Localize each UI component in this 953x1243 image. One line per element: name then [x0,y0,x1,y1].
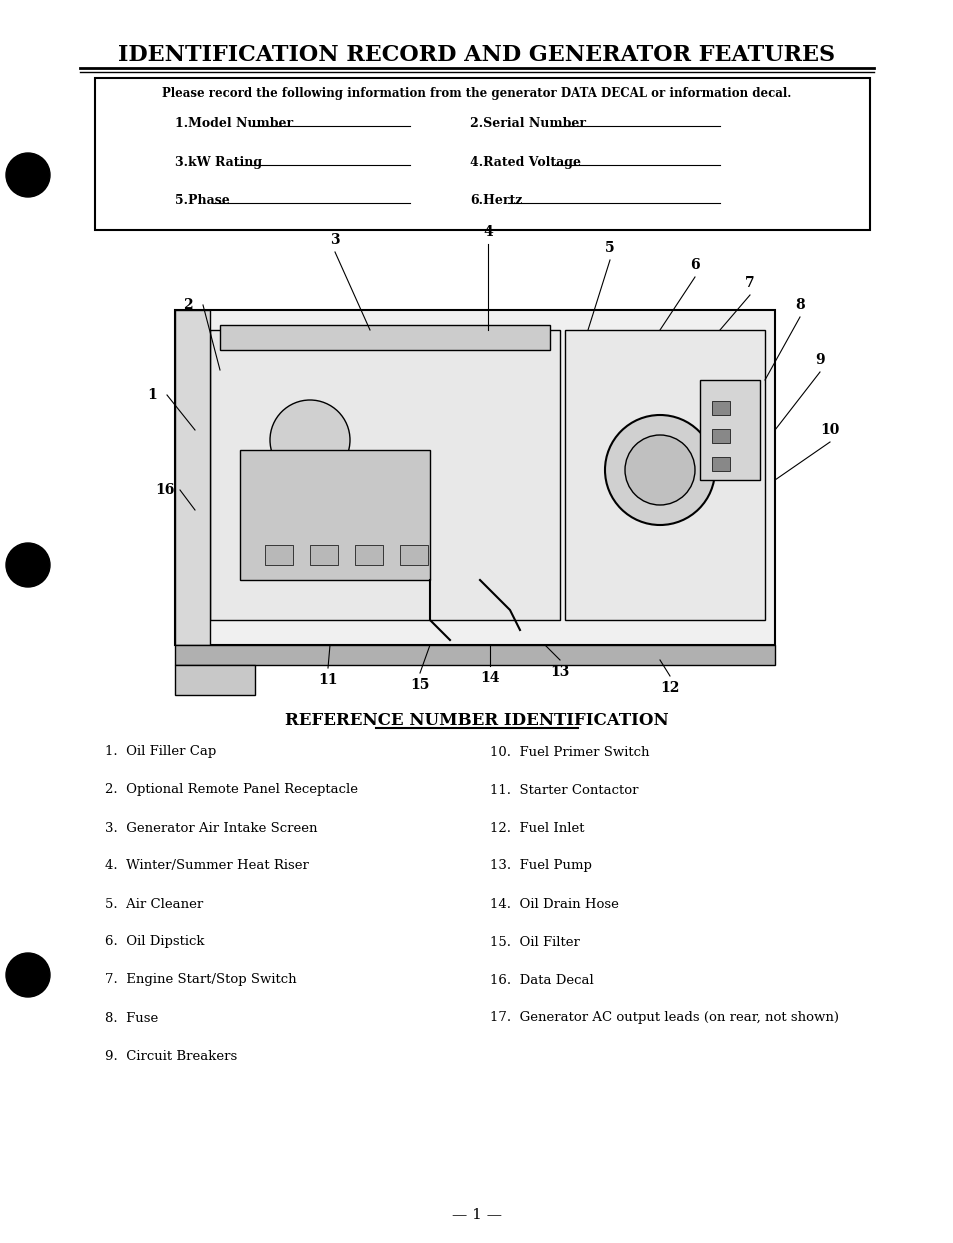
Text: 3.kW Rating: 3.kW Rating [174,155,262,169]
Circle shape [624,435,695,505]
Text: 8: 8 [795,298,804,312]
FancyBboxPatch shape [174,665,254,695]
Text: 6.Hertz: 6.Hertz [470,194,521,206]
Text: 2: 2 [183,298,193,312]
Text: 5.Phase: 5.Phase [174,194,230,206]
FancyBboxPatch shape [174,310,774,645]
Text: 2.Serial Number: 2.Serial Number [470,117,585,129]
FancyBboxPatch shape [700,380,760,480]
Text: 4.Rated Voltage: 4.Rated Voltage [470,155,580,169]
Circle shape [6,543,50,587]
Text: 2.  Optional Remote Panel Receptacle: 2. Optional Remote Panel Receptacle [105,783,357,797]
Circle shape [6,153,50,196]
FancyBboxPatch shape [220,324,550,351]
FancyBboxPatch shape [711,401,729,415]
Text: 4.  Winter/Summer Heat Riser: 4. Winter/Summer Heat Riser [105,859,309,873]
Text: 10: 10 [820,423,839,438]
FancyBboxPatch shape [240,450,430,580]
Text: 16.  Data Decal: 16. Data Decal [490,973,593,987]
Text: 7.  Engine Start/Stop Switch: 7. Engine Start/Stop Switch [105,973,296,987]
Text: 15: 15 [410,677,429,692]
Text: 1.Model Number: 1.Model Number [174,117,293,129]
Text: 6.  Oil Dipstick: 6. Oil Dipstick [105,936,204,948]
FancyBboxPatch shape [355,544,382,566]
Text: 9: 9 [814,353,824,367]
Text: 13.  Fuel Pump: 13. Fuel Pump [490,859,591,873]
Text: 1.  Oil Filler Cap: 1. Oil Filler Cap [105,746,216,758]
Text: 7: 7 [744,276,754,290]
Circle shape [270,400,350,480]
Text: 14: 14 [479,671,499,685]
Text: 13: 13 [550,665,569,679]
Text: REFERENCE NUMBER IDENTIFICATION: REFERENCE NUMBER IDENTIFICATION [285,711,668,728]
Text: 14.  Oil Drain Hose: 14. Oil Drain Hose [490,897,618,911]
Text: Please record the following information from the generator DATA DECAL or informa: Please record the following information … [162,87,791,99]
Text: 11: 11 [318,672,337,687]
Text: 11.  Starter Contactor: 11. Starter Contactor [490,783,638,797]
FancyBboxPatch shape [174,310,210,645]
Text: 16: 16 [155,484,174,497]
Text: 3: 3 [330,232,339,247]
Text: 3.  Generator Air Intake Screen: 3. Generator Air Intake Screen [105,822,317,834]
Text: 6: 6 [689,259,700,272]
Text: 12: 12 [659,681,679,695]
Text: 4: 4 [482,225,493,239]
FancyBboxPatch shape [310,544,337,566]
FancyBboxPatch shape [174,645,774,665]
Text: 10.  Fuel Primer Switch: 10. Fuel Primer Switch [490,746,649,758]
Text: 12.  Fuel Inlet: 12. Fuel Inlet [490,822,584,834]
FancyBboxPatch shape [210,329,559,620]
FancyBboxPatch shape [265,544,293,566]
Text: 1: 1 [147,388,156,401]
Text: 17.  Generator AC output leads (on rear, not shown): 17. Generator AC output leads (on rear, … [490,1012,838,1024]
FancyBboxPatch shape [564,329,764,620]
Text: 5.  Air Cleaner: 5. Air Cleaner [105,897,203,911]
Text: 9.  Circuit Breakers: 9. Circuit Breakers [105,1049,237,1063]
FancyBboxPatch shape [711,429,729,443]
Text: 15.  Oil Filter: 15. Oil Filter [490,936,579,948]
FancyBboxPatch shape [399,544,428,566]
Text: 5: 5 [604,241,614,255]
Text: — 1 —: — 1 — [452,1208,501,1222]
Circle shape [6,953,50,997]
Text: IDENTIFICATION RECORD AND GENERATOR FEATURES: IDENTIFICATION RECORD AND GENERATOR FEAT… [118,44,835,66]
FancyBboxPatch shape [95,78,869,230]
FancyBboxPatch shape [711,457,729,471]
Circle shape [604,415,714,525]
Text: 8.  Fuse: 8. Fuse [105,1012,158,1024]
